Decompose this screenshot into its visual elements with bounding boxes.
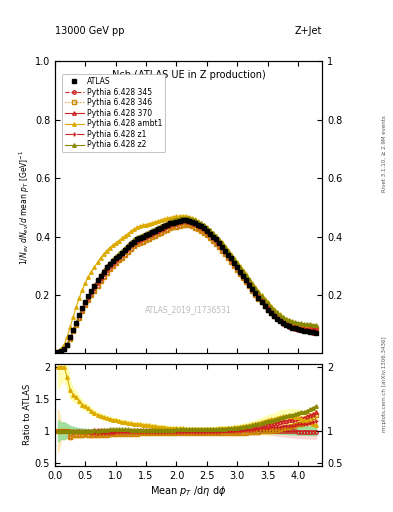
Pythia 6.428 ambt1 xyxy=(68,324,73,330)
Pythia 6.428 345 xyxy=(180,222,185,228)
Line: Pythia 6.428 ambt1: Pythia 6.428 ambt1 xyxy=(56,214,318,353)
Pythia 6.428 ambt1 xyxy=(256,288,261,294)
Pythia 6.428 z1 xyxy=(180,219,185,225)
Line: Pythia 6.428 346: Pythia 6.428 346 xyxy=(56,223,318,354)
Pythia 6.428 345 xyxy=(56,349,61,355)
Pythia 6.428 346 xyxy=(256,295,261,302)
Pythia 6.428 346 xyxy=(83,302,88,308)
Pythia 6.428 z2 xyxy=(83,299,88,305)
Pythia 6.428 z1 xyxy=(83,300,88,306)
Pythia 6.428 z2 xyxy=(183,215,188,221)
Pythia 6.428 ambt1 xyxy=(180,213,185,219)
Text: Z+Jet: Z+Jet xyxy=(295,26,322,36)
Pythia 6.428 370 xyxy=(277,314,282,320)
Pythia 6.428 z2 xyxy=(256,289,261,295)
Text: 13000 GeV pp: 13000 GeV pp xyxy=(55,26,125,36)
Pythia 6.428 346 xyxy=(314,325,319,331)
X-axis label: Mean $p_T$ /d$\eta$ d$\phi$: Mean $p_T$ /d$\eta$ d$\phi$ xyxy=(151,483,227,498)
Pythia 6.428 346 xyxy=(56,349,61,355)
Pythia 6.428 370 xyxy=(62,346,66,352)
Pythia 6.428 345 xyxy=(68,336,73,342)
Pythia 6.428 z2 xyxy=(277,312,282,318)
Pythia 6.428 z2 xyxy=(68,334,73,340)
Pythia 6.428 z1 xyxy=(256,293,261,299)
Pythia 6.428 z1 xyxy=(56,349,61,355)
Pythia 6.428 370 xyxy=(256,291,261,297)
Text: ATLAS_2019_I1736531: ATLAS_2019_I1736531 xyxy=(145,305,232,314)
Line: Pythia 6.428 370: Pythia 6.428 370 xyxy=(56,217,318,354)
Pythia 6.428 346 xyxy=(183,222,188,228)
Text: Nch (ATLAS UE in Z production): Nch (ATLAS UE in Z production) xyxy=(112,70,266,80)
Pythia 6.428 345 xyxy=(314,330,319,336)
Pythia 6.428 345 xyxy=(62,346,66,352)
Pythia 6.428 370 xyxy=(183,216,188,222)
Pythia 6.428 ambt1 xyxy=(314,328,319,334)
Pythia 6.428 z1 xyxy=(183,219,188,225)
Line: Pythia 6.428 345: Pythia 6.428 345 xyxy=(56,223,318,354)
Pythia 6.428 345 xyxy=(277,318,282,325)
Pythia 6.428 z2 xyxy=(56,349,61,355)
Line: Pythia 6.428 z2: Pythia 6.428 z2 xyxy=(56,216,318,354)
Pythia 6.428 z2 xyxy=(180,215,185,221)
Pythia 6.428 z1 xyxy=(314,327,319,333)
Line: Pythia 6.428 z1: Pythia 6.428 z1 xyxy=(56,220,318,354)
Pythia 6.428 345 xyxy=(183,222,188,228)
Pythia 6.428 z1 xyxy=(68,334,73,340)
Pythia 6.428 370 xyxy=(83,299,88,305)
Pythia 6.428 z2 xyxy=(314,322,319,328)
Pythia 6.428 346 xyxy=(180,222,185,228)
Pythia 6.428 z1 xyxy=(62,346,66,352)
Legend: ATLAS, Pythia 6.428 345, Pythia 6.428 346, Pythia 6.428 370, Pythia 6.428 ambt1,: ATLAS, Pythia 6.428 345, Pythia 6.428 34… xyxy=(62,74,165,152)
Y-axis label: $1/N_{ev}$ $dN_{ev}/d$ mean $p_T$ [GeV]$^{-1}$: $1/N_{ev}$ $dN_{ev}/d$ mean $p_T$ [GeV]$… xyxy=(18,150,32,265)
Y-axis label: Ratio to ATLAS: Ratio to ATLAS xyxy=(23,384,32,445)
Pythia 6.428 370 xyxy=(314,324,319,330)
Pythia 6.428 z2 xyxy=(62,346,66,352)
Pythia 6.428 ambt1 xyxy=(183,213,188,219)
Pythia 6.428 370 xyxy=(68,334,73,340)
Pythia 6.428 370 xyxy=(180,216,185,222)
Pythia 6.428 345 xyxy=(83,302,88,308)
Pythia 6.428 z1 xyxy=(277,316,282,322)
Text: mcplots.cern.ch [arXiv:1306.3436]: mcplots.cern.ch [arXiv:1306.3436] xyxy=(382,336,387,432)
Pythia 6.428 346 xyxy=(277,317,282,324)
Text: Rivet 3.1.10, ≥ 2.9M events: Rivet 3.1.10, ≥ 2.9M events xyxy=(382,115,387,192)
Pythia 6.428 ambt1 xyxy=(56,349,61,355)
Pythia 6.428 346 xyxy=(62,346,66,352)
Pythia 6.428 345 xyxy=(256,295,261,302)
Pythia 6.428 370 xyxy=(56,349,61,355)
Pythia 6.428 ambt1 xyxy=(62,342,66,348)
Pythia 6.428 346 xyxy=(68,336,73,342)
Pythia 6.428 ambt1 xyxy=(277,311,282,317)
Pythia 6.428 ambt1 xyxy=(83,280,88,286)
